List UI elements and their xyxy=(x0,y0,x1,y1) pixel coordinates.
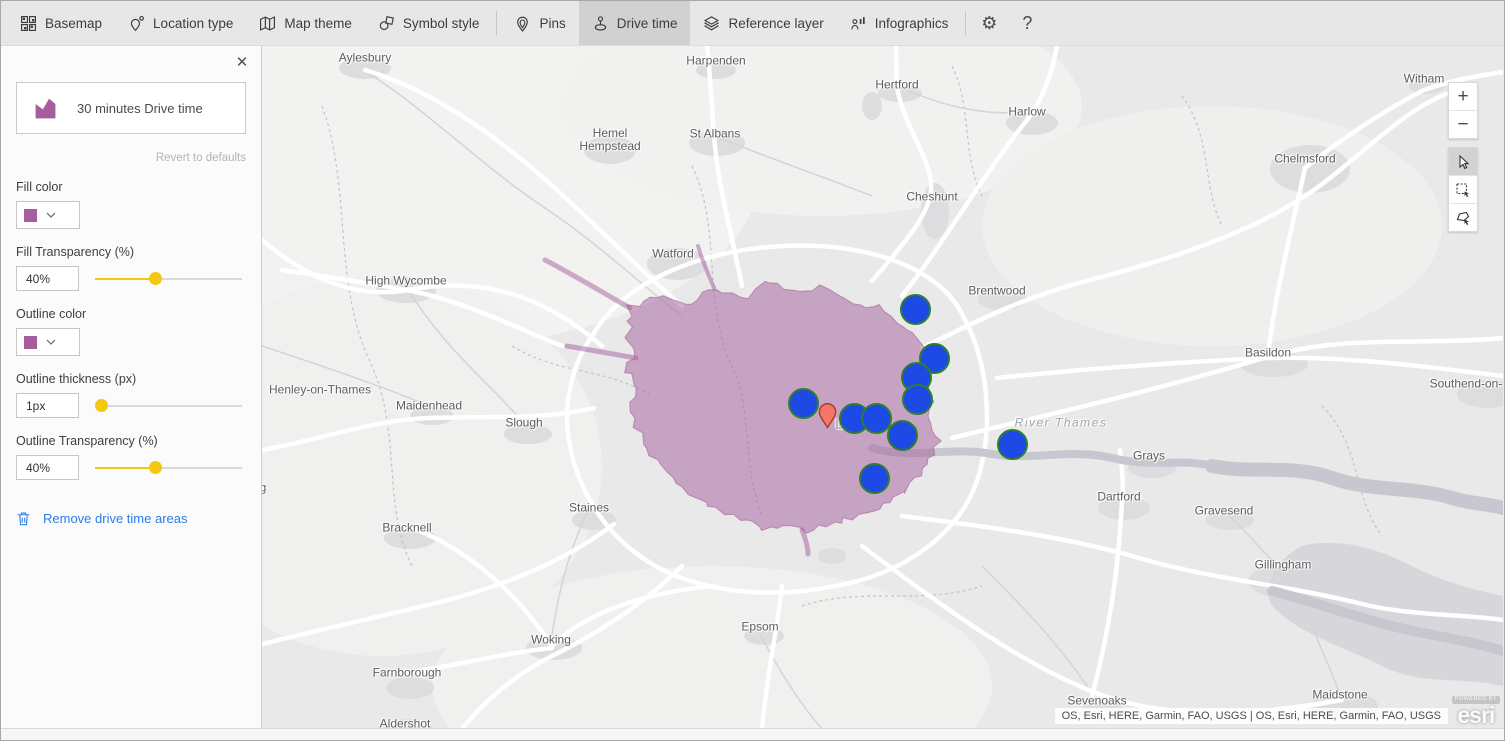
gear-icon: ⚙ xyxy=(981,12,998,33)
revert-to-defaults-link[interactable]: Revert to defaults xyxy=(155,152,246,164)
zoom-in-button[interactable]: + xyxy=(1457,85,1469,107)
toolbar-divider xyxy=(965,11,967,35)
toolbar-item-label: Infographics xyxy=(874,15,949,31)
outline-transparency-input[interactable] xyxy=(16,455,79,480)
rectangle-select-tool-button[interactable] xyxy=(1449,175,1477,203)
map-theme-icon xyxy=(259,15,276,32)
slider-thumb[interactable] xyxy=(149,272,163,285)
help-button[interactable]: ? xyxy=(1008,1,1046,45)
drive-time-area-icon xyxy=(35,98,56,118)
pins-icon xyxy=(514,15,531,32)
settings-button[interactable]: ⚙ xyxy=(970,1,1008,45)
lasso-select-tool-button[interactable] xyxy=(1449,203,1477,231)
toolbar-divider xyxy=(496,11,498,35)
toolbar-item-infographics[interactable]: Infographics xyxy=(837,1,962,45)
slider-thumb[interactable] xyxy=(95,399,109,412)
zoom-controls: + − xyxy=(1448,82,1478,139)
map-canvas[interactable]: Aylesbury Harpenden Hertford Harlow Witham He… xyxy=(262,46,1504,728)
toolbar-item-label: Pins xyxy=(539,15,566,31)
basemap-layer xyxy=(262,46,1503,728)
drive-time-card-label: 30 minutes Drive time xyxy=(77,100,203,116)
toolbar-item-pins[interactable]: Pins xyxy=(501,1,578,45)
fill-transparency-input[interactable] xyxy=(16,266,79,291)
toolbar-item-label: Drive time xyxy=(616,15,678,31)
outline-thickness-slider[interactable] xyxy=(95,394,246,418)
toolbar-item-label: Basemap xyxy=(45,15,103,31)
data-point[interactable] xyxy=(860,402,892,434)
remove-drive-time-areas-link[interactable]: Remove drive time areas xyxy=(16,510,246,527)
reference-layer-icon xyxy=(703,15,720,32)
chevron-down-icon xyxy=(46,339,56,345)
toolbar-item-reference-layer[interactable]: Reference layer xyxy=(690,1,836,45)
lasso-select-icon xyxy=(1456,211,1470,225)
outline-color-dropdown[interactable] xyxy=(16,328,80,356)
outline-transparency-slider[interactable] xyxy=(95,456,246,480)
fill-color-swatch xyxy=(24,208,37,222)
toolbar: Basemap Location type Map theme Symbol styl… xyxy=(1,1,1504,46)
data-point[interactable] xyxy=(858,462,890,494)
drive-time-icon xyxy=(592,15,609,32)
toolbar-item-label: Reference layer xyxy=(728,15,824,31)
toolbar-items: Basemap Location type Map theme Symbol styl… xyxy=(7,1,970,45)
horizontal-scrollbar[interactable] xyxy=(1,728,1504,740)
toolbar-item-symbol-style[interactable]: Symbol style xyxy=(365,1,493,45)
data-point[interactable] xyxy=(996,428,1028,460)
outline-thickness-label: Outline thickness (px) xyxy=(16,372,137,386)
outline-thickness-input[interactable] xyxy=(16,393,79,418)
esri-wordmark: esri xyxy=(1457,702,1495,728)
infographics-icon xyxy=(850,15,867,32)
drive-time-card[interactable]: 30 minutes Drive time xyxy=(16,82,246,134)
outline-transparency-label: Outline Transparency (%) xyxy=(16,434,158,448)
zoom-out-button[interactable]: − xyxy=(1449,110,1477,138)
data-point[interactable] xyxy=(899,293,931,325)
map-attribution: OS, Esri, HERE, Garmin, FAO, USGS | OS, … xyxy=(1054,708,1448,724)
pointer-tool-button[interactable] xyxy=(1449,148,1477,175)
toolbar-item-basemap[interactable]: Basemap xyxy=(7,1,115,45)
toolbar-item-label: Symbol style xyxy=(402,15,480,31)
basemap-icon xyxy=(20,15,37,32)
toolbar-item-label: Map theme xyxy=(284,15,352,31)
data-point[interactable] xyxy=(886,419,918,451)
toolbar-item-drive-time[interactable]: Drive time xyxy=(578,1,691,45)
fill-transparency-label: Fill Transparency (%) xyxy=(16,245,135,259)
trash-icon xyxy=(17,512,30,526)
data-point[interactable] xyxy=(787,387,819,419)
outline-color-swatch xyxy=(24,335,37,349)
powered-by-label: POWERED BY xyxy=(1451,696,1500,704)
fill-color-dropdown[interactable] xyxy=(16,201,80,229)
help-icon: ? xyxy=(1022,12,1033,33)
close-icon[interactable]: ✕ xyxy=(235,54,249,71)
esri-logo: POWERED BY esri xyxy=(1451,688,1500,728)
fill-transparency-slider[interactable] xyxy=(95,267,246,291)
marquee-select-icon xyxy=(1456,182,1469,197)
selection-tools xyxy=(1448,147,1478,232)
outline-color-label: Outline color xyxy=(16,307,87,321)
cursor-arrow-icon xyxy=(1459,154,1470,169)
location-type-icon xyxy=(128,15,145,32)
location-pin[interactable] xyxy=(817,402,838,429)
chevron-down-icon xyxy=(46,212,56,218)
data-point[interactable] xyxy=(901,383,933,415)
symbol-style-icon xyxy=(378,15,395,32)
toolbar-item-map-theme[interactable]: Map theme xyxy=(246,1,365,45)
toolbar-item-location-type[interactable]: Location type xyxy=(115,1,246,45)
fill-color-label: Fill color xyxy=(16,180,63,194)
main-area: ✕ 30 minutes Drive time Revert to defaul… xyxy=(1,46,1504,728)
toolbar-item-label: Location type xyxy=(153,15,234,31)
slider-thumb[interactable] xyxy=(149,461,163,474)
remove-link-label: Remove drive time areas xyxy=(43,511,188,526)
drive-time-panel: ✕ 30 minutes Drive time Revert to defaul… xyxy=(1,46,262,728)
